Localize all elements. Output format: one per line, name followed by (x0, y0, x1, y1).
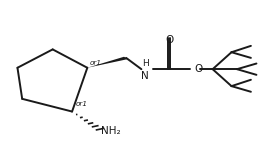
Text: O: O (194, 64, 202, 74)
Polygon shape (87, 57, 128, 68)
Text: H: H (142, 59, 149, 68)
Text: or1: or1 (90, 60, 102, 66)
Text: NH₂: NH₂ (101, 126, 121, 136)
Text: O: O (165, 35, 173, 45)
Text: or1: or1 (75, 101, 87, 107)
Text: N: N (141, 71, 149, 81)
